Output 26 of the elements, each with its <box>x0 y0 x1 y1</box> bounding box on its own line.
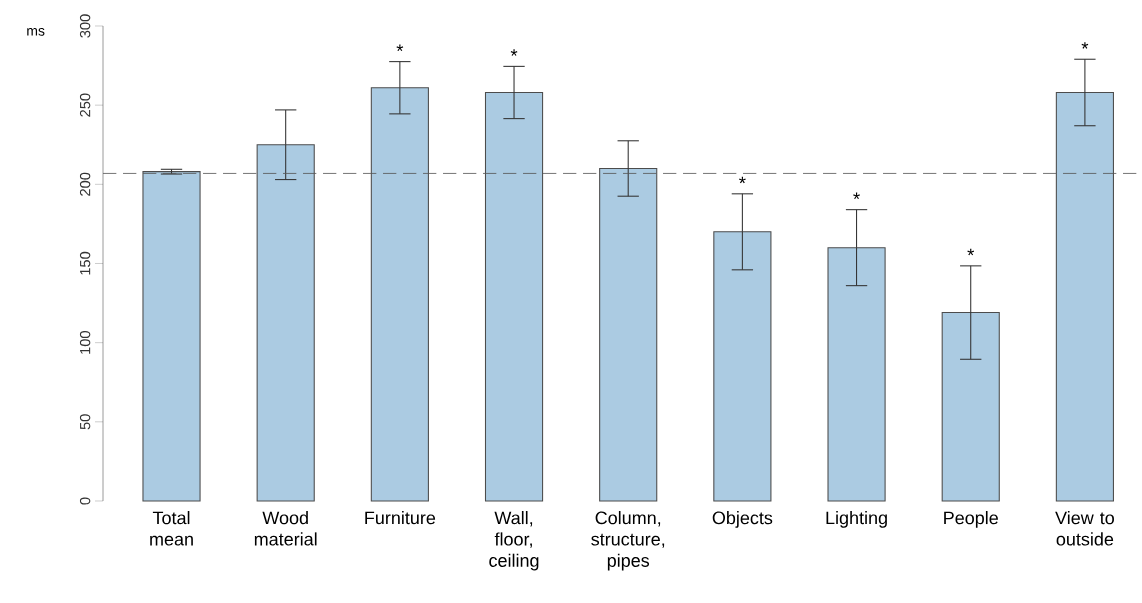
x-tick-label: Objects <box>712 511 773 528</box>
annotation: * <box>1081 42 1089 49</box>
annotation: * <box>510 49 518 56</box>
annotation: * <box>739 176 746 184</box>
bar <box>713 231 772 502</box>
y-tick-label: 200 <box>79 172 91 196</box>
y-tick-label: 50 <box>79 414 91 430</box>
y-tick-label: 250 <box>79 93 91 117</box>
annotation: * <box>967 248 975 256</box>
bar <box>827 247 886 502</box>
x-tick-label: Total mean <box>150 511 193 546</box>
x-tick-label: Wall, floor, ceiling <box>489 511 539 571</box>
x-tick-label: People <box>944 511 998 528</box>
x-tick-label: View to outside <box>1055 511 1114 546</box>
x-tick-label: Lighting <box>826 511 887 528</box>
bar <box>941 312 1000 502</box>
x-tick-label: Column, structure, pipes <box>591 511 665 571</box>
y-tick-label: 0 <box>79 497 91 505</box>
annotation: * <box>853 192 860 200</box>
y-tick-label: 300 <box>79 14 91 38</box>
y-tick-label: 100 <box>79 331 91 354</box>
x-tick-label: Wood material <box>254 511 317 546</box>
y-tick-label: 150 <box>79 251 91 275</box>
y-axis-title: ms <box>27 28 45 36</box>
annotation: * <box>396 44 404 52</box>
x-tick-label: Furniture <box>365 511 436 525</box>
